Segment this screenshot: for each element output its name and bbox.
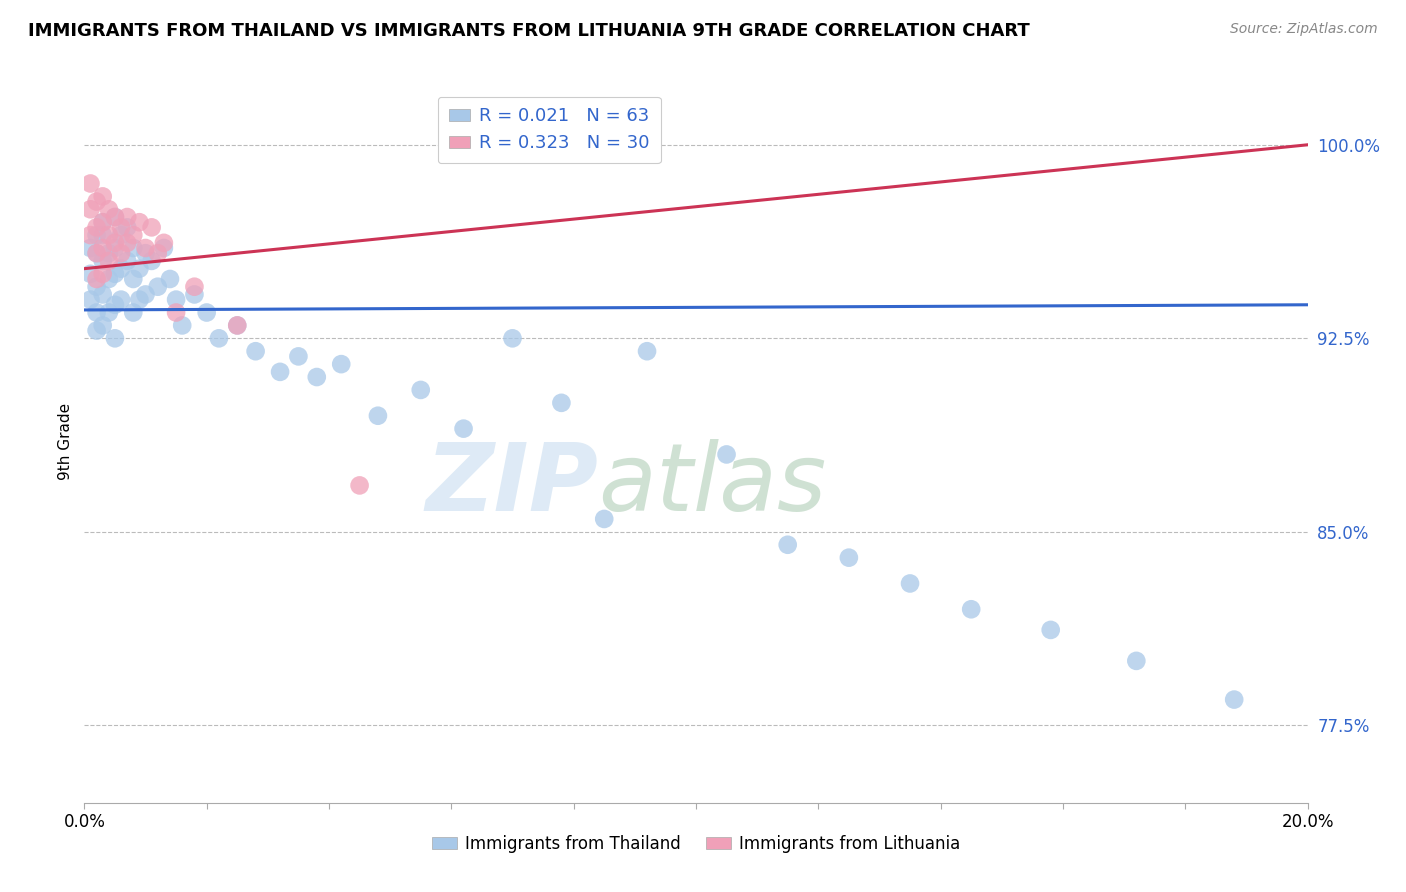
Point (104, 267, 127, 281)
Point (153, 235, 176, 250)
Point (183, 287, 205, 301)
Point (86, 324, 108, 338)
Point (838, 550, 860, 565)
Point (141, 220, 163, 235)
Point (226, 318, 249, 333)
Point (330, 357, 353, 371)
Point (104, 235, 127, 250)
Point (349, 478, 371, 492)
Point (636, 344, 658, 359)
Point (86, 246, 108, 260)
Point (245, 344, 267, 359)
Point (1125, 654, 1147, 668)
Point (550, 396, 572, 410)
Point (367, 409, 389, 423)
Point (86, 279, 108, 293)
Point (91, 254, 114, 268)
Point (141, 254, 163, 268)
Point (135, 246, 157, 260)
Point (305, 370, 328, 384)
Point (159, 272, 181, 286)
Point (115, 210, 138, 224)
Point (91, 189, 114, 203)
Point (898, 576, 921, 591)
Point (97, 254, 120, 268)
Point (104, 331, 127, 345)
Point (776, 538, 799, 552)
Point (110, 246, 132, 260)
Text: atlas: atlas (598, 440, 827, 531)
Point (86, 272, 108, 286)
Point (110, 293, 132, 307)
Point (146, 279, 169, 293)
Text: IMMIGRANTS FROM THAILAND VS IMMIGRANTS FROM LITHUANIA 9TH GRADE CORRELATION CHAR: IMMIGRANTS FROM THAILAND VS IMMIGRANTS F… (28, 22, 1029, 40)
Point (104, 210, 127, 224)
Point (122, 241, 145, 255)
Point (502, 331, 524, 345)
Point (115, 220, 138, 235)
Point (165, 305, 187, 319)
Point (79, 267, 101, 281)
Point (91, 228, 114, 243)
Point (91, 215, 114, 229)
Point (79, 293, 101, 307)
Point (110, 228, 132, 243)
Legend: R = 0.021   N = 63, R = 0.323   N = 30: R = 0.021 N = 63, R = 0.323 N = 30 (437, 96, 661, 163)
Point (269, 365, 291, 379)
Point (593, 512, 616, 526)
Point (97, 305, 120, 319)
Text: ZIP: ZIP (425, 439, 598, 531)
Point (86, 305, 108, 319)
Point (128, 261, 150, 276)
Point (86, 220, 108, 235)
Point (122, 228, 145, 243)
Point (79, 241, 101, 255)
Point (97, 246, 120, 260)
Point (287, 350, 309, 364)
Point (146, 246, 169, 260)
Point (128, 215, 150, 229)
Point (97, 202, 120, 217)
Point (1039, 623, 1062, 637)
Point (97, 228, 120, 243)
Point (115, 254, 138, 268)
Point (91, 215, 114, 229)
Point (86, 194, 108, 209)
Point (183, 279, 205, 293)
Point (91, 318, 114, 333)
Point (86, 228, 108, 243)
Point (135, 287, 157, 301)
Point (122, 272, 145, 286)
Point (115, 235, 138, 250)
Point (110, 261, 132, 276)
Point (104, 241, 127, 255)
Point (226, 318, 249, 333)
Point (79, 177, 101, 191)
Point (86, 246, 108, 260)
Point (153, 241, 176, 255)
Point (165, 293, 187, 307)
Point (195, 305, 218, 319)
Point (453, 422, 475, 436)
Point (104, 210, 127, 224)
Y-axis label: 9th Grade: 9th Grade (58, 403, 73, 480)
Point (409, 383, 432, 397)
Point (91, 287, 114, 301)
Text: Source: ZipAtlas.com: Source: ZipAtlas.com (1230, 22, 1378, 37)
Point (135, 241, 157, 255)
Point (716, 447, 738, 461)
Point (110, 220, 132, 235)
Point (172, 318, 194, 333)
Point (208, 331, 231, 345)
Point (1223, 692, 1246, 706)
Point (960, 602, 983, 616)
Point (97, 272, 120, 286)
Point (79, 228, 101, 243)
Point (122, 305, 145, 319)
Point (91, 241, 114, 255)
Point (104, 298, 127, 312)
Point (128, 293, 150, 307)
Point (79, 202, 101, 217)
Point (91, 267, 114, 281)
